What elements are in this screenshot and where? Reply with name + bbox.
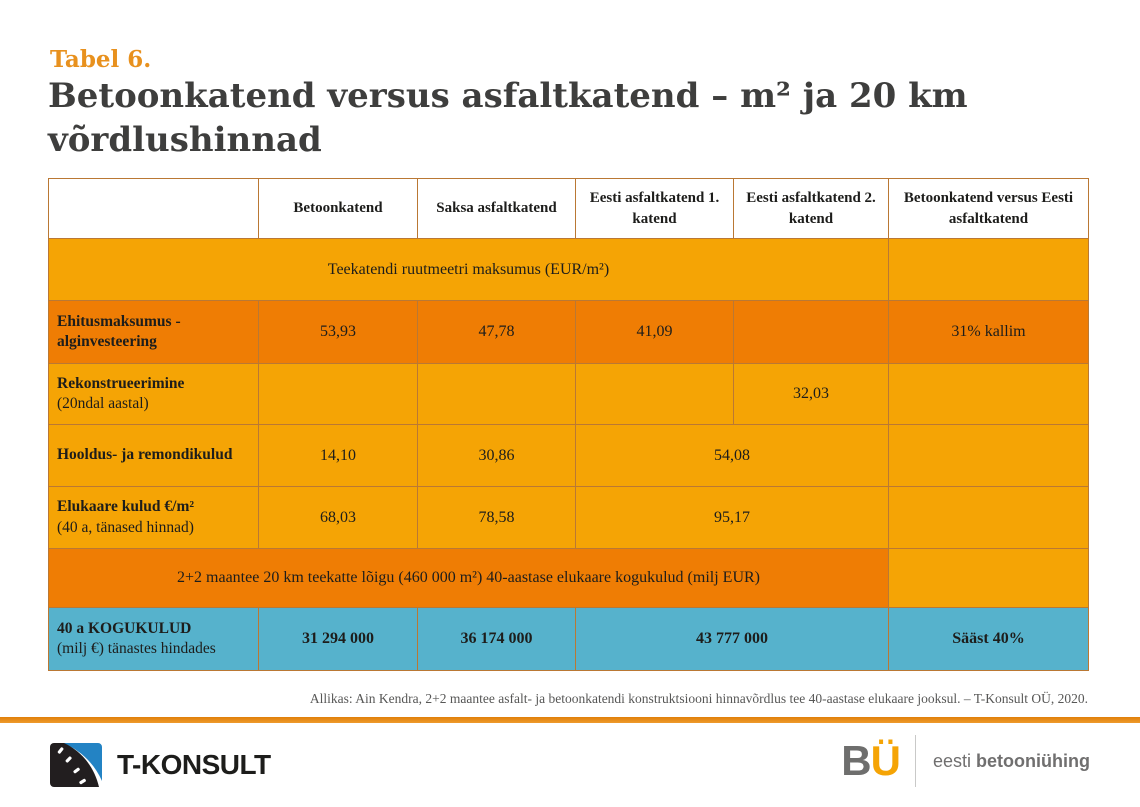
- table-tag: Tabel 6.: [50, 46, 152, 73]
- bu-name: eesti betooniühing: [933, 751, 1090, 772]
- total-saving-cell: Sääst 40%: [888, 607, 1089, 671]
- row-label-text: Rekonstrueerimine: [57, 374, 185, 392]
- column-header-betoon-versus-eesti: Betoonkatend versus Eesti asfaltkatend: [888, 178, 1089, 239]
- column-header-betoonkatend: Betoonkatend: [258, 178, 418, 239]
- row-rekonstrueerimine: Rekonstrueerimine (20ndal aastal) 32,03: [48, 363, 1089, 425]
- bu-divider-line: [914, 735, 916, 787]
- row-label-ehitusmaksumus: Ehitusmaksumus - alginvesteering: [48, 300, 259, 364]
- row-label-elukaare: Elukaare kulud €/m² (40 a, tänased hinnad…: [48, 486, 259, 549]
- row-label-text: Elukaare kulud €/m²: [57, 498, 195, 516]
- row-label-kogukulud: 40 a KOGUKULUD (milj €) tänastes hindades: [48, 607, 259, 671]
- value-cell: [417, 363, 576, 425]
- column-header-eesti-1-katend: Eesti asfaltkatend 1. katend: [575, 178, 734, 239]
- betooniuhing-logo: BÜ eesti betooniühing: [841, 735, 1090, 787]
- column-header-eesti-2-katend: Eesti asfaltkatend 2. katend: [733, 178, 889, 239]
- section-title-total: 2+2 maantee 20 km teekatte lõigu (460 00…: [48, 548, 889, 608]
- header-row: Betoonkatend Saksa asfaltkatend Eesti as…: [48, 178, 1089, 239]
- value-cell: 32,03: [733, 363, 889, 425]
- row-elukaare-kulud: Elukaare kulud €/m² (40 a, tänased hinnad…: [48, 486, 1089, 549]
- section-row-m2: Teekatendi ruutmeetri maksumus (EUR/m²): [48, 238, 1089, 301]
- value-cell: [888, 486, 1089, 549]
- bu-letter-u: Ü: [870, 736, 901, 784]
- section-total-spacer-cell: [888, 548, 1089, 608]
- row-hooldus: Hooldus- ja remondikulud 14,10 30,86 54,…: [48, 424, 1089, 487]
- bu-monogram: BÜ: [841, 736, 901, 784]
- value-cell: [575, 363, 734, 425]
- page-title: Betoonkatend versus asfaltkatend – m² ja…: [48, 74, 1058, 162]
- row-label-text: 40 a KOGUKULUD: [57, 619, 192, 637]
- value-cell: 47,78: [417, 300, 576, 364]
- total-value-cell-merged: 43 777 000: [575, 607, 889, 671]
- value-cell-kallim: 31% kallim: [888, 300, 1089, 364]
- value-cell: 30,86: [417, 424, 576, 487]
- row-label-text: Hooldus- ja remondikulud: [57, 446, 233, 464]
- tkonsult-wordmark: T-KONSULT: [117, 749, 271, 780]
- footer: T-KONSULT BÜ eesti betooniühing: [0, 735, 1140, 797]
- bu-name-bold: betooniühing: [976, 750, 1090, 771]
- total-value-cell: 36 174 000: [417, 607, 576, 671]
- row-label-rekonstrueerimine: Rekonstrueerimine (20ndal aastal): [48, 363, 259, 425]
- total-value-cell: 31 294 000: [258, 607, 418, 671]
- row-label-hooldus: Hooldus- ja remondikulud: [48, 424, 259, 487]
- value-cell: [733, 300, 889, 364]
- row-label-note: (milj €) tänastes hindades: [57, 640, 216, 657]
- bu-letter-b: B: [841, 736, 871, 784]
- value-cell: [258, 363, 418, 425]
- comparison-table: Betoonkatend Saksa asfaltkatend Eesti as…: [48, 178, 1089, 671]
- row-ehitusmaksumus: Ehitusmaksumus - alginvesteering 53,93 4…: [48, 300, 1089, 364]
- page-title-line1: Betoonkatend versus asfaltkatend – m² ja…: [48, 76, 968, 116]
- column-header-saksa-asfaltkatend: Saksa asfaltkatend: [417, 178, 576, 239]
- tkonsult-logo: T-KONSULT: [50, 743, 271, 787]
- value-cell: 14,10: [258, 424, 418, 487]
- value-cell-merged: 95,17: [575, 486, 889, 549]
- row-label-note: (40 a, tänased hinnad): [57, 518, 194, 536]
- value-cell-merged: 54,08: [575, 424, 889, 487]
- column-header-empty: [48, 178, 259, 239]
- row-label-note: (20ndal aastal): [57, 395, 149, 412]
- value-cell: [888, 363, 1089, 425]
- row-kogukulud-total: 40 a KOGUKULUD (milj €) tänastes hindades…: [48, 607, 1089, 671]
- value-cell: 78,58: [417, 486, 576, 549]
- value-cell: [888, 424, 1089, 487]
- section-m2-spacer-cell: [888, 238, 1089, 301]
- orange-divider: [0, 717, 1140, 723]
- row-label-text: Ehitusmaksumus - alginvesteering: [57, 312, 181, 350]
- value-cell: 41,09: [575, 300, 734, 364]
- value-cell: 53,93: [258, 300, 418, 364]
- section-title-m2: Teekatendi ruutmeetri maksumus (EUR/m²): [48, 238, 889, 301]
- bu-name-regular: eesti: [932, 750, 972, 771]
- page-title-line2: võrdlushinnad: [48, 120, 322, 161]
- value-cell: 68,03: [258, 486, 418, 549]
- section-row-total: 2+2 maantee 20 km teekatte lõigu (460 00…: [48, 548, 1089, 608]
- road-icon: [50, 743, 102, 787]
- source-note: Allikas: Ain Kendra, 2+2 maantee asfalt-…: [309, 691, 1088, 706]
